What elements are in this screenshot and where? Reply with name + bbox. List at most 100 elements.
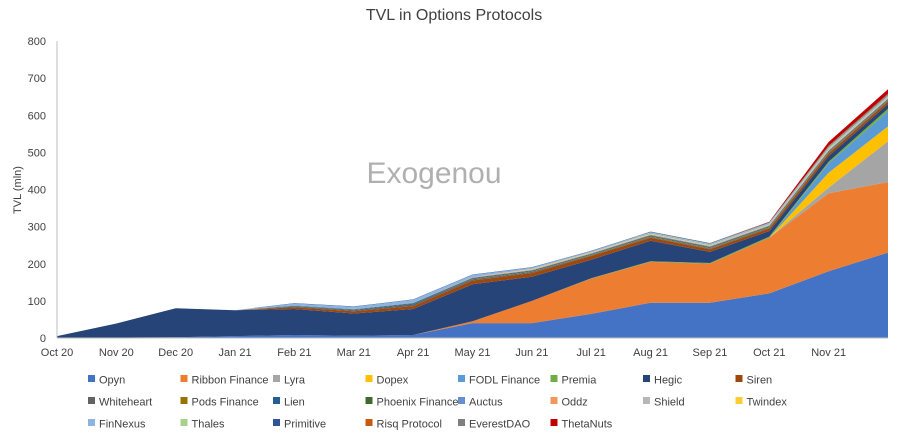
y-tick-label: 0 [40,333,46,345]
x-tick-label: Apr 21 [397,347,429,359]
legend-swatch [273,397,280,404]
x-tick-label: Sep 21 [692,347,727,359]
legend-item-hegic: Hegic [643,375,683,387]
legend-swatch [365,397,373,404]
x-tick-label: Jan 21 [219,347,252,359]
legend-item-opyn: Opyn [88,375,125,387]
legend: Opyn Ribbon Finance Lyra Dopex FODL Finance P… [88,375,787,431]
y-tick-label: 700 [28,73,46,85]
x-tick-label: Oct 20 [41,347,73,359]
x-axis: Oct 20 Nov 20 Dec 20 Jan 21 Feb 21 Mar 21 Apr … [41,337,888,359]
x-tick-label: Nov 20 [99,347,134,359]
legend-swatch [180,397,188,404]
legend-item-primitive: Primitive [273,419,326,431]
legend-item-finnexus: FinNexus [88,419,146,431]
legend-label: Risq Protocol [377,419,442,431]
legend-item-thales: Thales [180,419,226,431]
legend-label: Twindex [747,397,788,409]
legend-item-whiteheart: Whiteheart [88,397,152,409]
legend-swatch [180,375,188,382]
y-axis: 0 100 200 300 400 500 600 700 800 [28,36,58,345]
y-tick-label: 500 [28,147,46,159]
legend-label: Ribbon Finance [192,375,269,387]
legend-label: Primitive [284,419,326,431]
legend-label: Auctus [469,397,503,409]
legend-item-ribbon-finance: Ribbon Finance [180,375,269,387]
legend-item-risq-protocol: Risq Protocol [365,419,442,431]
y-tick-label: 100 [28,296,46,308]
legend-swatch [735,375,743,382]
legend-swatch [458,375,465,382]
legend-item-everestdao: EverestDAO [458,419,531,431]
legend-swatch [180,419,188,426]
legend-label: Hegic [654,375,683,387]
legend-swatch [550,419,558,426]
y-tick-label: 600 [28,110,46,122]
x-tick-label: Jun 21 [515,347,548,359]
legend-label: Lyra [284,375,306,387]
legend-label: Siren [747,375,773,387]
legend-item-siren: Siren [735,375,773,387]
legend-label: ThetaNuts [562,419,613,431]
legend-swatch [550,375,558,382]
legend-item-shield: Shield [643,397,685,409]
legend-label: Pods Finance [192,397,259,409]
x-tick-label: Mar 21 [337,347,371,359]
area-ribbon-finance [57,182,888,338]
x-tick-label: Feb 21 [277,347,311,359]
x-tick-label: Jul 21 [577,347,606,359]
area-hegic [57,104,888,338]
x-tick-label: Aug 21 [633,347,668,359]
legend-label: Dopex [377,375,409,387]
legend-item-lyra: Lyra [273,375,306,387]
legend-item-lien: Lien [273,397,305,409]
legend-label: Premia [562,375,598,387]
legend-swatch [365,375,373,382]
legend-label: EverestDAO [469,419,531,431]
legend-item-twindex: Twindex [735,397,788,409]
legend-item-pods-finance: Pods Finance [180,397,259,409]
series-areas [57,89,888,339]
legend-label: Shield [654,397,685,409]
chart-title: TVL in Options Protocols [366,7,542,24]
x-tick-label: Dec 20 [158,347,193,359]
legend-swatch [643,397,650,404]
legend-label: FODL Finance [469,375,540,387]
legend-item-thetanuts: ThetaNuts [550,419,613,431]
legend-swatch [365,419,373,426]
legend-item-phoenix-finance: Phoenix Finance [365,397,459,409]
legend-label: Thales [192,419,226,431]
y-tick-label: 300 [28,222,46,234]
legend-swatch [458,397,465,404]
y-axis-label: TVL (mln) [12,166,24,214]
y-tick-label: 800 [28,36,46,48]
x-tick-label: Oct 21 [753,347,785,359]
area-opyn [57,252,888,338]
legend-swatch [88,397,95,404]
legend-label: Lien [284,397,305,409]
watermark-text: Exogenou [366,157,501,190]
x-tick-label: Nov 21 [811,347,846,359]
legend-swatch [273,375,280,382]
legend-swatch [735,397,743,404]
legend-label: Phoenix Finance [377,397,459,409]
legend-swatch [458,419,465,426]
x-tick-label: May 21 [454,347,490,359]
legend-label: Oddz [562,397,588,409]
legend-label: Whiteheart [99,397,152,409]
legend-item-premia: Premia [550,375,598,387]
legend-item-dopex: Dopex [365,375,409,387]
legend-swatch [88,375,95,382]
legend-label: Opyn [99,375,125,387]
legend-swatch [550,397,558,404]
legend-label: FinNexus [99,419,146,431]
legend-item-fodl-finance: FODL Finance [458,375,540,387]
y-tick-label: 400 [28,185,46,197]
legend-swatch [643,375,650,382]
y-tick-label: 200 [28,259,46,271]
legend-item-oddz: Oddz [550,397,588,409]
legend-swatch [273,419,280,426]
legend-item-auctus: Auctus [458,397,503,409]
legend-swatch [88,419,95,426]
